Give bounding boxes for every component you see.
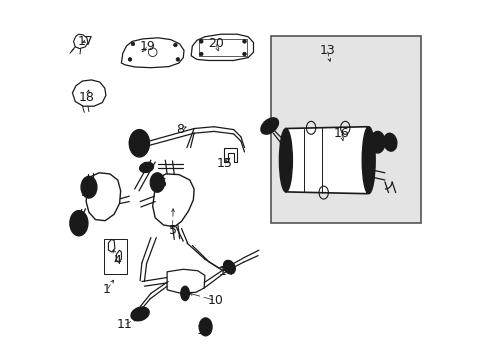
Text: 15: 15	[216, 157, 232, 170]
Text: 1: 1	[103, 283, 111, 296]
PathPatch shape	[86, 173, 121, 221]
PathPatch shape	[108, 239, 115, 252]
Text: 20: 20	[207, 37, 223, 50]
PathPatch shape	[73, 34, 88, 49]
PathPatch shape	[72, 80, 106, 106]
Circle shape	[242, 52, 246, 56]
Text: 8: 8	[175, 123, 183, 136]
Text: 11: 11	[117, 318, 133, 331]
Polygon shape	[224, 148, 237, 162]
Text: 12: 12	[197, 324, 212, 337]
Ellipse shape	[81, 176, 97, 198]
Ellipse shape	[139, 162, 153, 172]
Text: 19: 19	[139, 40, 155, 53]
Polygon shape	[285, 127, 366, 194]
Circle shape	[199, 40, 203, 43]
Ellipse shape	[131, 307, 149, 321]
Ellipse shape	[129, 130, 149, 157]
Circle shape	[242, 40, 246, 43]
Ellipse shape	[383, 133, 396, 151]
Bar	[271, 36, 420, 223]
Circle shape	[199, 52, 203, 56]
Ellipse shape	[279, 129, 292, 192]
Text: 6: 6	[158, 177, 165, 190]
Text: 16: 16	[333, 127, 349, 140]
Text: 9: 9	[127, 138, 135, 150]
Ellipse shape	[70, 211, 88, 236]
Text: 13: 13	[319, 44, 334, 57]
Ellipse shape	[223, 260, 235, 274]
Text: 18: 18	[79, 91, 95, 104]
Ellipse shape	[261, 118, 278, 134]
Text: 17: 17	[77, 35, 93, 48]
Circle shape	[131, 42, 134, 46]
Circle shape	[173, 43, 177, 47]
Ellipse shape	[370, 131, 384, 153]
Text: 10: 10	[207, 294, 223, 307]
Ellipse shape	[362, 127, 374, 194]
Text: 4: 4	[114, 255, 122, 267]
Text: 3: 3	[80, 186, 88, 199]
PathPatch shape	[167, 269, 204, 293]
PathPatch shape	[152, 174, 194, 227]
Ellipse shape	[150, 173, 164, 192]
Text: 5: 5	[168, 224, 176, 237]
Text: 2: 2	[74, 224, 82, 237]
Circle shape	[128, 58, 132, 61]
PathPatch shape	[191, 34, 253, 60]
Ellipse shape	[181, 286, 189, 301]
Text: 14: 14	[218, 265, 234, 278]
PathPatch shape	[121, 38, 183, 68]
Text: 7: 7	[143, 161, 151, 174]
PathPatch shape	[116, 250, 121, 262]
Bar	[199, 39, 246, 56]
Ellipse shape	[199, 318, 212, 336]
Circle shape	[176, 58, 179, 61]
